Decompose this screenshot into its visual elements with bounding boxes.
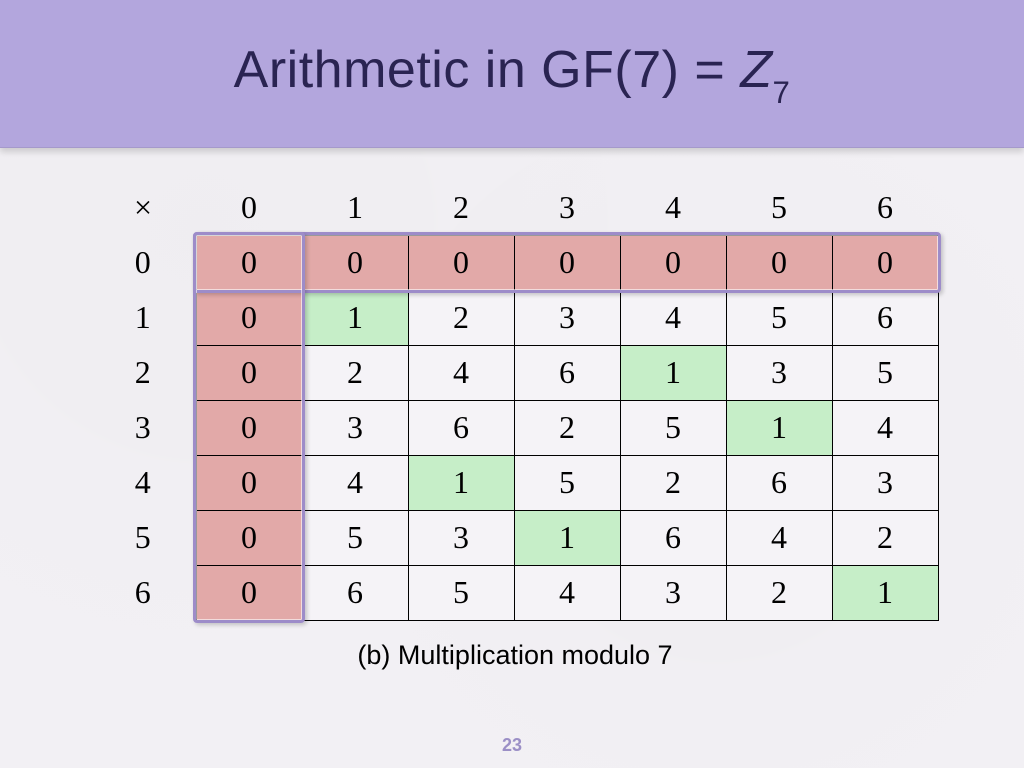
table-cell: 0: [196, 235, 302, 290]
table-cell: 3: [408, 510, 514, 565]
table-cell: 0: [196, 510, 302, 565]
table-cell: 2: [302, 345, 408, 400]
table-cell: 4: [832, 400, 938, 455]
table-cell: 2: [620, 455, 726, 510]
col-header: 0: [196, 180, 302, 235]
table-cell: 6: [408, 400, 514, 455]
table-cell: 3: [302, 400, 408, 455]
table-cell: 0: [514, 235, 620, 290]
row-header: 2: [90, 345, 196, 400]
table-cell: 1: [302, 290, 408, 345]
table-cell: 1: [620, 345, 726, 400]
table-cell: 4: [408, 345, 514, 400]
table-cell: 6: [832, 290, 938, 345]
table-cell: 0: [620, 235, 726, 290]
title-subscript: 7: [772, 75, 790, 110]
page-number: 23: [0, 735, 1024, 756]
table-cell: 3: [620, 565, 726, 620]
col-header: 5: [726, 180, 832, 235]
table-cell: 3: [832, 455, 938, 510]
table-cell: 5: [302, 510, 408, 565]
table-cell: 2: [832, 510, 938, 565]
title-prefix: Arithmetic in GF(7) =: [234, 41, 741, 99]
table-cell: 5: [514, 455, 620, 510]
table-cell: 4: [620, 290, 726, 345]
table-cell: 0: [196, 565, 302, 620]
table-cell: 6: [302, 565, 408, 620]
col-header: 6: [832, 180, 938, 235]
table-cell: 1: [726, 400, 832, 455]
table-cell: 5: [620, 400, 726, 455]
row-header: 0: [90, 235, 196, 290]
table-cell: 5: [832, 345, 938, 400]
col-header: 2: [408, 180, 514, 235]
table-cell: 0: [408, 235, 514, 290]
col-header: 4: [620, 180, 726, 235]
table-cell: 0: [726, 235, 832, 290]
col-header: 1: [302, 180, 408, 235]
table-cell: 5: [726, 290, 832, 345]
row-header: 3: [90, 400, 196, 455]
row-header: 1: [90, 290, 196, 345]
table-cell: 1: [514, 510, 620, 565]
table-cell: 0: [196, 345, 302, 400]
table-cell: 5: [408, 565, 514, 620]
table-cell: 4: [514, 565, 620, 620]
title-band: Arithmetic in GF(7) = Z7: [0, 0, 1024, 148]
row-header: 6: [90, 565, 196, 620]
table-cell: 4: [302, 455, 408, 510]
table-cell: 1: [832, 565, 938, 620]
table-cell: 0: [302, 235, 408, 290]
table-cell: 3: [726, 345, 832, 400]
table-cell: 0: [196, 290, 302, 345]
row-header: 4: [90, 455, 196, 510]
table-cell: 2: [408, 290, 514, 345]
row-header: 5: [90, 510, 196, 565]
table-caption: (b) Multiplication modulo 7: [90, 640, 940, 671]
title-italic: Z: [740, 41, 772, 99]
table-corner-symbol: ×: [90, 180, 196, 235]
table-cell: 6: [620, 510, 726, 565]
table-cell: 6: [726, 455, 832, 510]
table-wrapper: ×012345600000000101234562024613530362514…: [90, 180, 939, 621]
content-area: ×012345600000000101234562024613530362514…: [90, 180, 940, 671]
table-cell: 6: [514, 345, 620, 400]
slide-title: Arithmetic in GF(7) = Z7: [234, 40, 791, 106]
multiplication-table: ×012345600000000101234562024613530362514…: [90, 180, 939, 621]
table-cell: 2: [514, 400, 620, 455]
table-cell: 1: [408, 455, 514, 510]
col-header: 3: [514, 180, 620, 235]
table-cell: 0: [196, 400, 302, 455]
table-cell: 0: [832, 235, 938, 290]
table-cell: 4: [726, 510, 832, 565]
table-cell: 0: [196, 455, 302, 510]
table-cell: 3: [514, 290, 620, 345]
table-cell: 2: [726, 565, 832, 620]
